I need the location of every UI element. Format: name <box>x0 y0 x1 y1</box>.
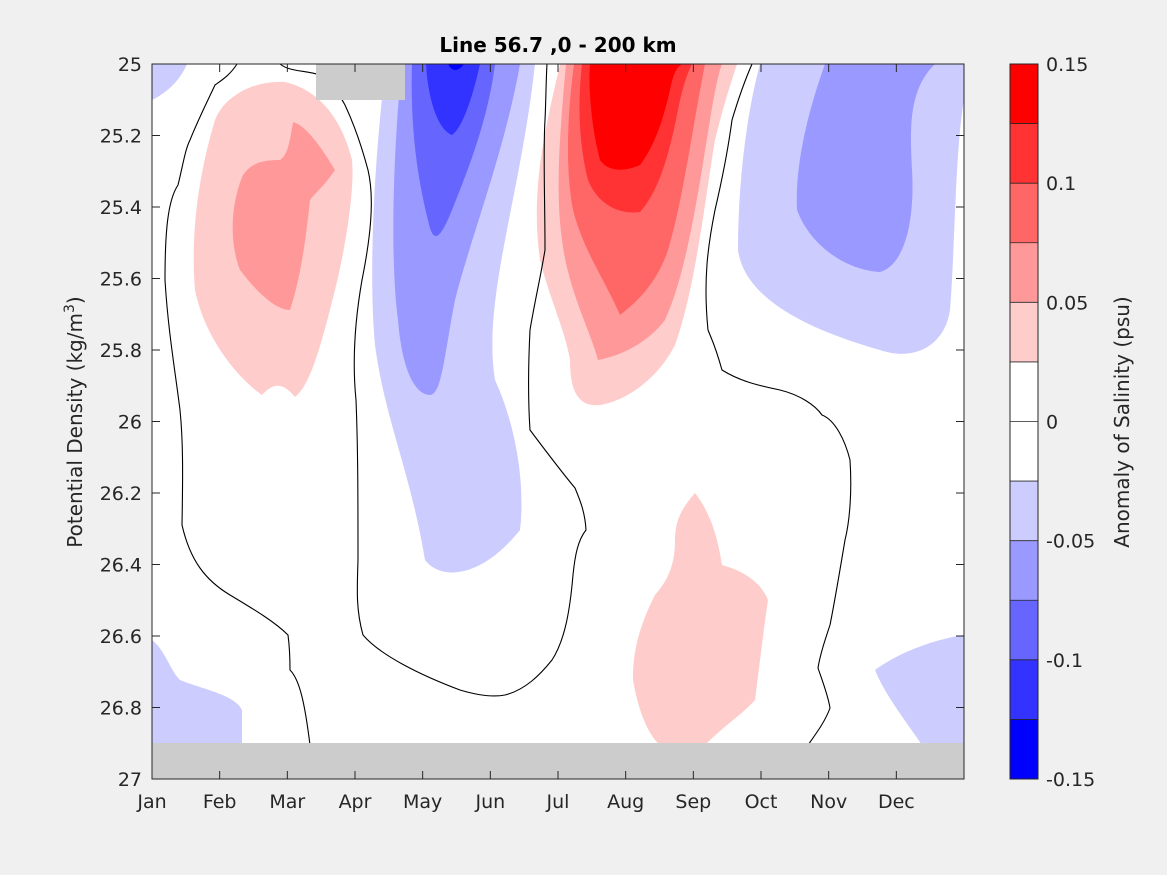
colorbar-tick-label: 0.15 <box>1046 54 1088 76</box>
colorbar-tick-label: -0.1 <box>1046 650 1083 672</box>
zero-contour-3 <box>705 63 852 746</box>
x-tick-label: Apr <box>339 791 372 813</box>
y-axis-label-close: ) <box>63 296 87 304</box>
zero-contour-lines <box>164 63 852 746</box>
contour-negative-mid <box>372 64 535 573</box>
y-tick-label: 26.4 <box>100 555 142 577</box>
y-axis: 25 25.2 25.4 25.6 25.8 26 26.2 26.4 26.6 26.8 27 <box>100 54 964 791</box>
zero-contour-1 <box>164 63 311 746</box>
colorbar-swatch <box>1010 540 1038 601</box>
colorbar-swatch <box>1010 183 1038 243</box>
contour-fill-neg-bottom-left <box>152 640 242 745</box>
colorbar: 0.15 0.1 0.05 0 -0.05 -0.1 -0.15 <box>1009 54 1095 791</box>
y-tick-label: 26.2 <box>100 483 142 505</box>
colorbar-swatch <box>1010 719 1038 779</box>
colorbar-frame <box>1009 63 1039 780</box>
y-axis-label-text: Potential Density (kg/m <box>63 313 87 548</box>
colorbar-swatch <box>1010 600 1038 660</box>
chart-title: Line 56.7 ,0 - 200 km <box>439 33 676 57</box>
colorbar-swatch <box>1010 481 1038 541</box>
y-tick-label: 26 <box>118 412 142 434</box>
y-axis-label-superscript: 3 <box>62 304 78 313</box>
contour-fill-neg-top-left <box>152 64 187 100</box>
x-axis: Jan Feb Mar Apr May Jun Jul Aug Sep Oct Nov Dec <box>136 64 915 813</box>
y-tick-label: 27 <box>118 769 142 791</box>
y-tick-label: 25 <box>118 54 142 76</box>
contour-positive-left <box>193 81 353 397</box>
y-tick-label: 25.2 <box>100 126 142 148</box>
x-tick-label: May <box>403 791 442 813</box>
colorbar-tick-label: 0 <box>1046 412 1058 434</box>
colorbar-tick-label: 0.05 <box>1046 292 1088 314</box>
y-axis-label: Potential Density (kg/m3) <box>62 296 87 547</box>
contour-fill-neg-0.075 <box>796 64 935 272</box>
colorbar-swatch <box>1010 64 1038 124</box>
colorbar-swatch <box>1010 242 1038 303</box>
contour-negative-right <box>738 64 964 354</box>
zero-contour-2 <box>279 63 587 697</box>
contour-positive-center <box>536 64 737 406</box>
x-tick-label: Oct <box>745 791 778 813</box>
contour-fill-pos-0.125 <box>589 64 682 170</box>
contour-fill-neg-0.15 <box>448 64 464 70</box>
contour-fill-neg-bottom-right <box>875 635 964 745</box>
contour-fill-pos-lower <box>632 493 768 745</box>
y-tick-label: 25.4 <box>100 197 142 219</box>
colorbar-label: Anomaly of Salinity (psu) <box>1110 296 1134 547</box>
colorbar-swatch <box>1010 421 1038 482</box>
y-tick-label: 26.8 <box>100 698 142 720</box>
x-tick-label: Aug <box>607 791 644 813</box>
contour-fill-neg-0.1 <box>411 64 495 237</box>
contour-fill-pos-0.05 <box>232 122 335 310</box>
x-tick-label: Jul <box>546 791 570 813</box>
no-data-patch-top <box>316 64 405 100</box>
x-tick-label: Jun <box>474 791 505 813</box>
x-tick-label: Nov <box>810 791 847 813</box>
y-tick-label: 25.8 <box>100 340 142 362</box>
contour-fill-neg-0.125 <box>426 64 480 135</box>
x-tick-label: Feb <box>203 791 237 813</box>
colorbar-tick-label: -0.15 <box>1046 769 1095 791</box>
plot-area <box>151 63 965 780</box>
colorbar-swatch <box>1010 302 1038 362</box>
colorbar-swatch <box>1010 123 1038 184</box>
colorbar-tick-label: 0.1 <box>1046 173 1076 195</box>
x-tick-label: Sep <box>675 791 711 813</box>
y-tick-label: 25.6 <box>100 269 142 291</box>
colorbar-swatch <box>1010 659 1038 720</box>
colorbar-swatch <box>1010 361 1038 422</box>
y-tick-label: 26.6 <box>100 626 142 648</box>
x-tick-label: Dec <box>878 791 915 813</box>
colorbar-tick-label: -0.05 <box>1046 531 1095 553</box>
x-tick-label: Jan <box>136 791 166 813</box>
x-tick-label: Mar <box>269 791 305 813</box>
